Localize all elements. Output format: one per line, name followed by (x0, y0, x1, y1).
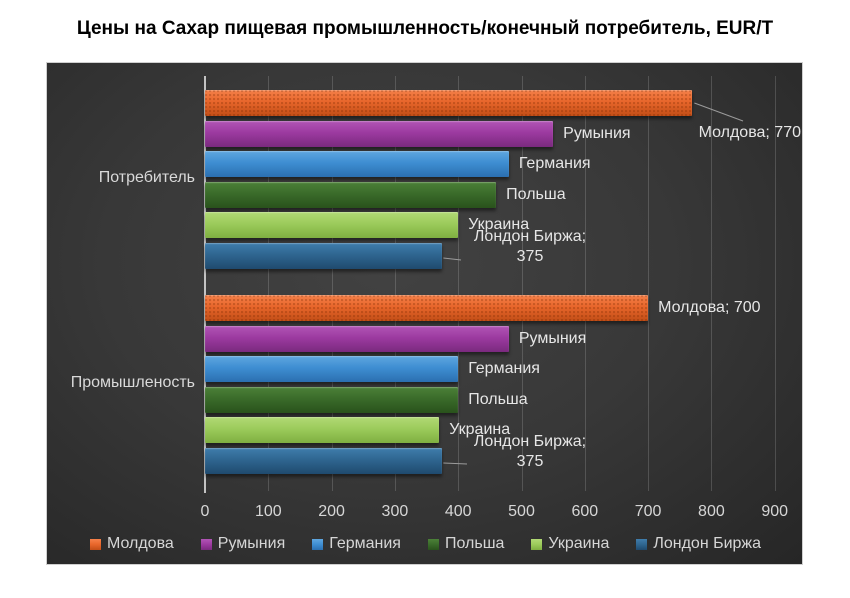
gridline (394, 76, 396, 491)
chart-area: Молдова; 770 Румыния Германия Польша Украина… (46, 62, 803, 565)
legend-item: Румыния (200, 535, 286, 553)
legend-swatch-icon (200, 538, 212, 550)
legend-label: Лондон Биржа (653, 535, 762, 552)
category-label: Промышленость (70, 374, 195, 392)
bar-Украина (205, 417, 440, 443)
x-tick-label: 200 (318, 503, 345, 520)
bar-Германия (205, 356, 459, 382)
legend-swatch-icon (636, 538, 648, 550)
bar-Польша (205, 181, 497, 208)
data-label: Германия (518, 155, 591, 172)
legend-label: Германия (329, 535, 401, 552)
data-label: Лондон Биржа; 375 (473, 432, 587, 470)
bar-Украина (205, 212, 459, 238)
x-tick-label: 400 (444, 503, 472, 520)
x-tick-label: 700 (634, 503, 662, 520)
data-label: Польша (506, 185, 566, 203)
x-tick-label: 500 (508, 503, 535, 520)
legend-label: Польша (444, 535, 505, 552)
bar-Лондон Биржа (205, 447, 443, 474)
data-label: Молдова; 700 (658, 299, 761, 316)
gridline (584, 76, 586, 491)
legend-item: Польша (427, 535, 505, 553)
x-tick-label: 0 (200, 503, 210, 520)
legend-swatch-icon (531, 538, 543, 550)
data-label: Украина (468, 216, 530, 233)
legend-label: Молдова (106, 535, 174, 552)
legend: Молдова Румыния Германия Польша Украина Лондо… (47, 535, 804, 553)
gridline (648, 76, 650, 491)
category-label: Потребитель (98, 169, 195, 187)
legend-item: Украина (531, 535, 609, 553)
data-label: Румыния (563, 124, 631, 142)
gridline (331, 76, 333, 491)
data-label: Польша (468, 390, 528, 408)
legend-swatch-icon (427, 538, 439, 550)
data-label: Молдова; 770 (698, 124, 801, 141)
legend-swatch-icon (89, 538, 101, 550)
bar-Румыния (205, 325, 509, 352)
data-label: Украина (449, 421, 511, 438)
gridline (458, 76, 460, 491)
bar-Молдова (205, 90, 693, 116)
x-tick-label: 900 (761, 503, 789, 520)
bar-Молдова (205, 295, 649, 321)
data-label: Румыния (518, 329, 587, 347)
legend-item: Лондон Биржа (636, 535, 761, 553)
gridline (268, 76, 270, 491)
x-tick-label: 100 (254, 503, 282, 520)
data-label: Германия (468, 360, 540, 377)
x-tick-label: 800 (698, 503, 725, 520)
bar-Румыния (205, 120, 554, 147)
gridline (711, 76, 713, 491)
gridline (774, 76, 776, 491)
bar-Лондон Биржа (205, 242, 443, 269)
x-tick-label: 600 (571, 503, 599, 520)
legend-swatch-icon (312, 538, 324, 550)
y-axis-line (204, 76, 206, 493)
legend-label: Румыния (217, 535, 286, 552)
data-label: Лондон Биржа; 375 (473, 227, 587, 265)
legend-label: Украина (548, 535, 610, 552)
bar-Германия (205, 151, 509, 177)
x-tick-label: 300 (381, 503, 409, 520)
legend-item: Германия (312, 535, 401, 553)
chart-title: Цены на Сахар пищевая промышленность/кон… (76, 18, 774, 39)
bar-Польша (205, 386, 459, 413)
legend-item: Молдова (89, 535, 174, 553)
gridline (521, 76, 523, 491)
